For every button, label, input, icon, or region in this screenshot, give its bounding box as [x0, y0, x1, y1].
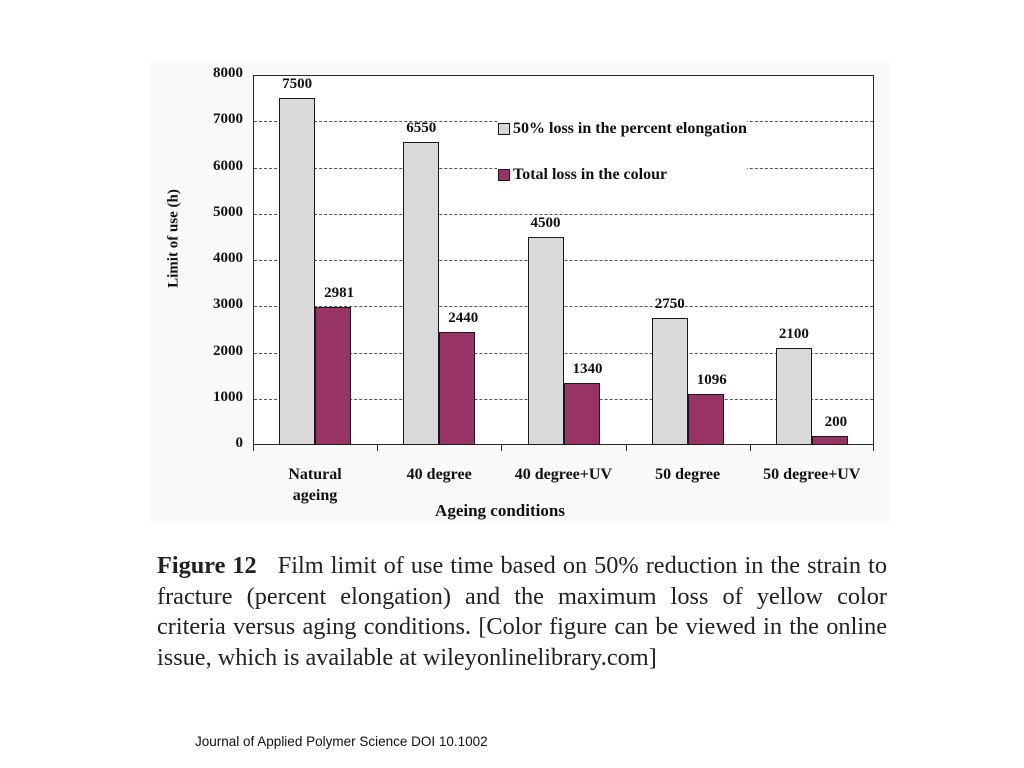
x-tick [749, 445, 751, 451]
bar [279, 98, 316, 445]
bar [651, 317, 688, 445]
bar [527, 236, 564, 445]
x-tick [625, 445, 627, 451]
legend-label: Total loss in the colour [513, 166, 668, 183]
y-tick-label: 0 [235, 435, 244, 451]
data-label: 2100 [778, 325, 809, 342]
category-label-line: 40 degree+UV [514, 466, 613, 483]
legend-label: 50% loss in the percent elongation [513, 120, 747, 137]
y-tick-label: 2000 [213, 342, 243, 359]
bar [439, 332, 476, 445]
gridline [254, 306, 873, 308]
x-axis-label: Ageing conditions [435, 501, 565, 520]
x-tick [501, 445, 503, 451]
data-label: 2440 [448, 310, 479, 327]
x-tick [873, 445, 874, 451]
figure-caption: Figure 12 Film limit of use time based o… [157, 551, 887, 673]
gridline [254, 260, 873, 261]
category-label-line: 50 degree+UV [763, 466, 861, 483]
data-label: 1340 [572, 361, 603, 378]
y-tick-label: 1000 [213, 388, 243, 405]
y-tick-label: 3000 [213, 296, 243, 313]
x-category-label: 50 degree [626, 464, 750, 485]
data-label: 2750 [654, 295, 685, 312]
plot-area: 50% loss in the percent elongation Total … [253, 75, 874, 445]
x-category-label: Natural ageing [253, 464, 377, 506]
y-tick-label: 7000 [213, 111, 243, 128]
caption-text: Film limit of use time based on 50% redu… [157, 552, 887, 671]
data-label: 4500 [530, 214, 561, 231]
category-label-line: Natural [288, 466, 342, 483]
legend-swatch-icon [498, 169, 510, 181]
bar [687, 394, 724, 445]
x-category-label: 50 degree+UV [750, 464, 874, 485]
x-tick [253, 445, 254, 451]
legend: 50% loss in the percent elongation Total … [498, 117, 747, 209]
journal-footer: Journal of Applied Polymer Science DOI 1… [195, 734, 488, 749]
data-label: 200 [824, 413, 848, 430]
category-label-line: ageing [292, 487, 338, 504]
data-label: 2981 [324, 285, 355, 302]
bar [315, 307, 352, 445]
legend-item: 50% loss in the percent elongation [498, 117, 747, 141]
bar [775, 347, 812, 445]
y-tick-label: 8000 [213, 65, 243, 81]
bar [811, 435, 848, 445]
x-tick [377, 445, 379, 451]
gridline [254, 213, 873, 215]
bar [403, 142, 440, 445]
legend-swatch-icon [498, 123, 510, 135]
y-tick-label: 5000 [213, 203, 243, 220]
data-label: 1096 [696, 372, 727, 389]
y-tick-label: 4000 [213, 250, 243, 266]
category-label-line: 40 degree [406, 466, 472, 483]
y-axis-label: Limit of use (h) [165, 189, 182, 288]
y-tick-label: 6000 [213, 157, 243, 174]
legend-item: Total loss in the colour [498, 163, 747, 187]
x-category-label: 40 degree+UV [501, 464, 625, 485]
category-label-line: 50 degree [655, 466, 721, 483]
figure-number: Figure 12 [157, 552, 257, 579]
bar [563, 383, 600, 445]
x-category-label: 40 degree [377, 464, 501, 485]
data-label: 6550 [406, 120, 437, 137]
data-label: 7500 [282, 76, 313, 93]
gridline [254, 352, 873, 354]
